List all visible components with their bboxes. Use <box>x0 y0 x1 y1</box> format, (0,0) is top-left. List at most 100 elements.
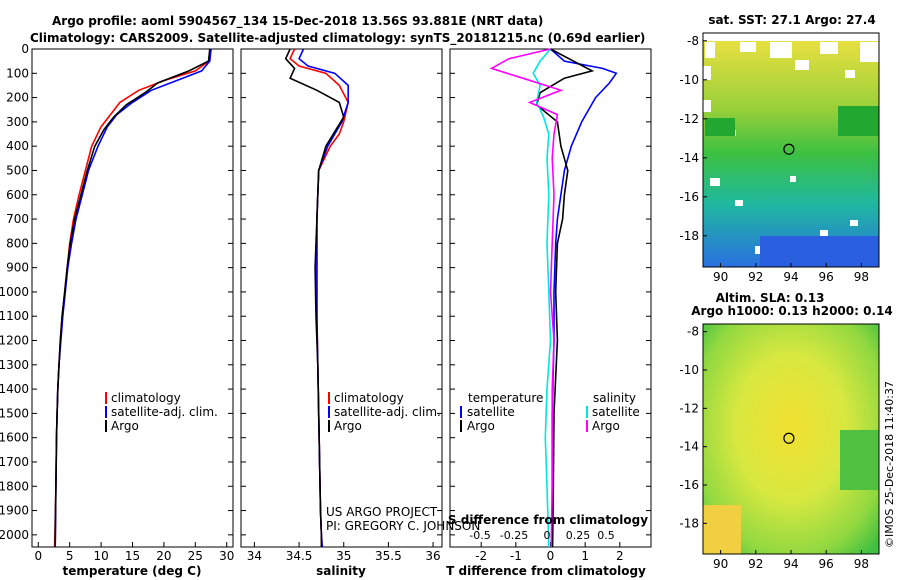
sla-map-title-1: Altim. SLA: 0.13 <box>716 291 825 305</box>
map-x-tick-label: 96 <box>819 557 834 571</box>
x-tick-label: 15 <box>125 549 140 563</box>
map-y-tick-label: -18 <box>679 516 699 530</box>
map-y-tick-label: -8 <box>687 325 699 339</box>
x-tick-label: 36 <box>425 549 440 563</box>
s-difference-label: S difference from climatology <box>448 513 648 527</box>
map-y-tick-label: -12 <box>679 112 699 126</box>
sst-dark-patches <box>705 106 879 267</box>
map-x-tick-label: 96 <box>819 270 834 284</box>
salinity-legend: climatology satellite-adj. clim. Argo <box>328 391 441 433</box>
y-tick-label: 1600 <box>0 431 29 445</box>
y-tick-label: 800 <box>6 236 29 250</box>
temperature-frame <box>31 48 234 548</box>
y-tick-label: 900 <box>6 261 29 275</box>
x-tick-label: 0 <box>547 549 555 563</box>
sst-map <box>702 32 880 268</box>
temperature-xlabel: temperature (deg C) <box>63 564 202 578</box>
y-tick-label: 0 <box>21 42 29 56</box>
map-x-tick-label: 98 <box>854 270 869 284</box>
y-tick-label: 1100 <box>0 309 29 323</box>
map-y-tick-label: -16 <box>679 478 699 492</box>
map-y-tick-label: -18 <box>679 229 699 243</box>
y-tick-label: 1900 <box>0 504 29 518</box>
x-tick-label: 25 <box>188 549 203 563</box>
salinity-frame <box>240 48 443 548</box>
y-tick-label: 1700 <box>0 455 29 469</box>
x-tick-label: 10 <box>93 549 108 563</box>
legend-label: climatology <box>111 391 181 405</box>
title-line-2: Climatology: CARS2009. Satellite-adjuste… <box>30 31 645 46</box>
credit-pi: PI: GREGORY C. JOHNSON <box>326 519 480 533</box>
series-line-climatology <box>53 48 212 548</box>
y-tick-label: 1200 <box>0 334 29 348</box>
credit-imos: ©IMOS 25-Dec-2018 11:40:37 <box>883 381 896 548</box>
y-tick-label: 1400 <box>0 382 29 396</box>
legend-label: Argo <box>111 419 139 433</box>
map-x-tick-label: 92 <box>748 557 763 571</box>
sla-map <box>702 323 880 555</box>
difference-legend: temperature satellite Argo salinity sate… <box>460 391 640 433</box>
series-line-S-argo <box>489 48 564 548</box>
x-tick-label: 5 <box>66 549 74 563</box>
series-line-argo <box>284 48 345 547</box>
y-tick-label: 1300 <box>0 358 29 372</box>
map-y-tick-label: -10 <box>679 73 699 87</box>
y-tick-label: 1000 <box>0 285 29 299</box>
s-tick-label: 0.5 <box>597 529 615 542</box>
axes-layer: 0 5 10 15 20 25 300100200300400500600700800900… <box>0 42 651 563</box>
x-tick-label: 34 <box>247 549 262 563</box>
y-tick-label: 400 <box>6 139 29 153</box>
y-tick-label: 1800 <box>0 479 29 493</box>
legend-label: climatology <box>334 391 404 405</box>
x-tick-label: 30 <box>219 549 234 563</box>
x-tick-label: 2 <box>616 549 624 563</box>
s-tick-label: -0.5 <box>469 529 490 542</box>
sst-missing-data <box>703 33 879 254</box>
y-tick-label: 100 <box>6 66 29 80</box>
difference-xlabel: T difference from climatology <box>446 564 646 578</box>
legend-label: satellite-adj. clim. <box>111 405 218 419</box>
x-tick-label: 0 <box>34 549 42 563</box>
series-line-satellite <box>298 48 349 548</box>
float-position-marker <box>783 143 795 155</box>
legend-title-salinity: salinity <box>593 391 636 405</box>
y-tick-label: 500 <box>6 163 29 177</box>
map-y-tick-label: -14 <box>679 151 699 165</box>
sla-patch <box>703 505 741 554</box>
y-tick-label: 200 <box>6 91 29 105</box>
title-line-1: Argo profile: aoml 5904567_134 15-Dec-20… <box>52 14 543 29</box>
map-x-tick-label: 98 <box>854 557 869 571</box>
legend-label: satellite-adj. clim. <box>334 405 441 419</box>
map-x-tick-label: 90 <box>713 557 728 571</box>
sst-map-title: sat. SST: 27.1 Argo: 27.4 <box>708 13 875 27</box>
s-tick-label: -0.25 <box>500 529 528 542</box>
s-tick-label: 0 <box>544 529 551 542</box>
map-x-tick-label: 90 <box>713 270 728 284</box>
map-x-tick-label: 94 <box>783 270 798 284</box>
series-line-argo <box>54 48 211 548</box>
float-position-marker <box>783 432 795 444</box>
credit-project: US ARGO PROJECT <box>326 505 438 519</box>
x-tick-label: -2 <box>475 549 487 563</box>
y-tick-label: 1500 <box>0 406 29 420</box>
map-x-tick-label: 94 <box>783 557 798 571</box>
x-tick-label: 35 <box>336 549 351 563</box>
curves-layer <box>53 48 618 548</box>
map-y-tick-label: -10 <box>679 363 699 377</box>
legend-label: Argo <box>592 419 620 433</box>
series-line-S-satellite <box>532 48 552 548</box>
x-tick-label: 1 <box>581 549 589 563</box>
map-x-tick-label: 92 <box>748 270 763 284</box>
map-y-tick-label: -16 <box>679 190 699 204</box>
map-y-tick-label: -12 <box>679 401 699 415</box>
legend-label: satellite <box>467 405 515 419</box>
series-line-satellite <box>54 48 212 548</box>
x-tick-label: 20 <box>156 549 171 563</box>
y-tick-label: 600 <box>6 188 29 202</box>
map-y-tick-label: -14 <box>679 440 699 454</box>
map-y-tick-label: -8 <box>687 34 699 48</box>
x-tick-label: 34.5 <box>286 549 313 563</box>
legend-label: satellite <box>592 405 640 419</box>
s-tick-label: 0.25 <box>566 529 591 542</box>
